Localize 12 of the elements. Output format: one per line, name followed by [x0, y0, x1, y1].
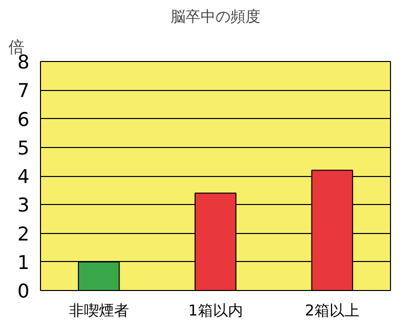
x-tick-label: 2箱以上 — [304, 302, 360, 320]
y-tick-label: 7 — [17, 80, 30, 102]
y-tick-label: 3 — [17, 194, 30, 217]
y-tick-label: 2 — [17, 223, 30, 246]
chart-title: 脳卒中の頻度 — [170, 8, 260, 26]
x-tick-label: 1箱以内 — [188, 302, 243, 320]
y-tick-label: 4 — [17, 166, 30, 188]
y-tick-label: 5 — [17, 137, 30, 160]
y-tick-label: 6 — [17, 108, 30, 131]
x-tick-label: 非喫煙者 — [68, 302, 129, 320]
y-tick-label: 0 — [17, 280, 30, 302]
y-tick-label: 1 — [17, 252, 30, 274]
